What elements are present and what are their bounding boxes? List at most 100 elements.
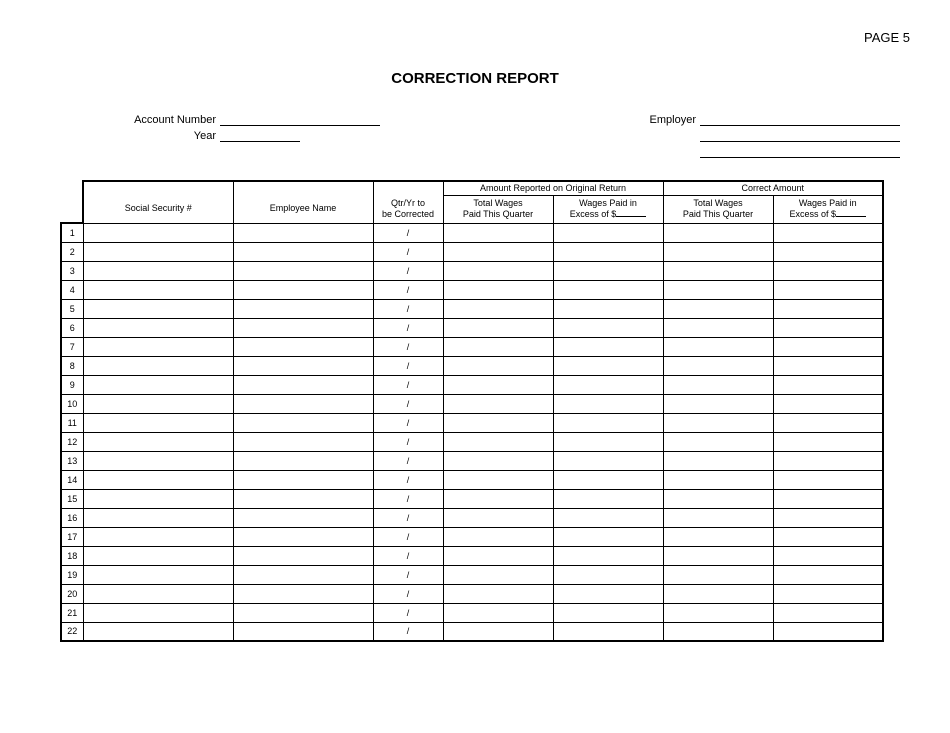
cell-ssn[interactable] xyxy=(83,470,233,489)
cell-correct-tw[interactable] xyxy=(663,394,773,413)
cell-qtr[interactable]: / xyxy=(373,261,443,280)
cell-ssn[interactable] xyxy=(83,546,233,565)
cell-qtr[interactable]: / xyxy=(373,565,443,584)
cell-reported-tw[interactable] xyxy=(443,280,553,299)
cell-correct-tw[interactable] xyxy=(663,223,773,242)
cell-reported-tw[interactable] xyxy=(443,242,553,261)
cell-name[interactable] xyxy=(233,261,373,280)
cell-qtr[interactable]: / xyxy=(373,413,443,432)
cell-ssn[interactable] xyxy=(83,356,233,375)
cell-correct-wp[interactable] xyxy=(773,242,883,261)
cell-reported-tw[interactable] xyxy=(443,261,553,280)
cell-correct-tw[interactable] xyxy=(663,356,773,375)
cell-correct-wp[interactable] xyxy=(773,546,883,565)
cell-qtr[interactable]: / xyxy=(373,223,443,242)
cell-reported-tw[interactable] xyxy=(443,318,553,337)
cell-ssn[interactable] xyxy=(83,394,233,413)
cell-ssn[interactable] xyxy=(83,413,233,432)
cell-reported-tw[interactable] xyxy=(443,527,553,546)
cell-qtr[interactable]: / xyxy=(373,375,443,394)
cell-name[interactable] xyxy=(233,565,373,584)
cell-ssn[interactable] xyxy=(83,622,233,641)
cell-correct-wp[interactable] xyxy=(773,394,883,413)
cell-ssn[interactable] xyxy=(83,489,233,508)
cell-reported-wp[interactable] xyxy=(553,280,663,299)
cell-qtr[interactable]: / xyxy=(373,299,443,318)
cell-reported-wp[interactable] xyxy=(553,470,663,489)
cell-name[interactable] xyxy=(233,432,373,451)
cell-qtr[interactable]: / xyxy=(373,280,443,299)
cell-reported-tw[interactable] xyxy=(443,451,553,470)
cell-reported-tw[interactable] xyxy=(443,489,553,508)
cell-qtr[interactable]: / xyxy=(373,546,443,565)
cell-ssn[interactable] xyxy=(83,299,233,318)
cell-ssn[interactable] xyxy=(83,223,233,242)
cell-reported-wp[interactable] xyxy=(553,584,663,603)
cell-correct-tw[interactable] xyxy=(663,413,773,432)
cell-reported-wp[interactable] xyxy=(553,546,663,565)
cell-ssn[interactable] xyxy=(83,280,233,299)
cell-name[interactable] xyxy=(233,451,373,470)
cell-correct-wp[interactable] xyxy=(773,375,883,394)
cell-correct-tw[interactable] xyxy=(663,584,773,603)
cell-name[interactable] xyxy=(233,527,373,546)
cell-name[interactable] xyxy=(233,489,373,508)
cell-qtr[interactable]: / xyxy=(373,527,443,546)
cell-correct-tw[interactable] xyxy=(663,337,773,356)
cell-reported-wp[interactable] xyxy=(553,261,663,280)
cell-ssn[interactable] xyxy=(83,527,233,546)
cell-ssn[interactable] xyxy=(83,375,233,394)
cell-correct-wp[interactable] xyxy=(773,470,883,489)
cell-correct-wp[interactable] xyxy=(773,508,883,527)
cell-name[interactable] xyxy=(233,375,373,394)
cell-name[interactable] xyxy=(233,413,373,432)
cell-qtr[interactable]: / xyxy=(373,337,443,356)
cell-ssn[interactable] xyxy=(83,603,233,622)
cell-correct-wp[interactable] xyxy=(773,337,883,356)
cell-correct-tw[interactable] xyxy=(663,622,773,641)
cell-reported-tw[interactable] xyxy=(443,299,553,318)
cell-correct-wp[interactable] xyxy=(773,432,883,451)
cell-reported-wp[interactable] xyxy=(553,356,663,375)
cell-qtr[interactable]: / xyxy=(373,622,443,641)
cell-qtr[interactable]: / xyxy=(373,470,443,489)
cell-name[interactable] xyxy=(233,508,373,527)
cell-name[interactable] xyxy=(233,356,373,375)
cell-qtr[interactable]: / xyxy=(373,318,443,337)
cell-correct-tw[interactable] xyxy=(663,508,773,527)
cell-reported-tw[interactable] xyxy=(443,508,553,527)
cell-reported-tw[interactable] xyxy=(443,470,553,489)
cell-correct-wp[interactable] xyxy=(773,413,883,432)
cell-qtr[interactable]: / xyxy=(373,603,443,622)
cell-correct-tw[interactable] xyxy=(663,261,773,280)
cell-name[interactable] xyxy=(233,394,373,413)
cell-ssn[interactable] xyxy=(83,584,233,603)
cell-reported-wp[interactable] xyxy=(553,337,663,356)
cell-reported-wp[interactable] xyxy=(553,565,663,584)
cell-name[interactable] xyxy=(233,337,373,356)
cell-ssn[interactable] xyxy=(83,242,233,261)
cell-reported-wp[interactable] xyxy=(553,508,663,527)
cell-qtr[interactable]: / xyxy=(373,242,443,261)
cell-correct-tw[interactable] xyxy=(663,546,773,565)
cell-ssn[interactable] xyxy=(83,318,233,337)
cell-correct-tw[interactable] xyxy=(663,432,773,451)
cell-correct-wp[interactable] xyxy=(773,299,883,318)
cell-reported-wp[interactable] xyxy=(553,451,663,470)
cell-ssn[interactable] xyxy=(83,565,233,584)
cell-name[interactable] xyxy=(233,584,373,603)
cell-name[interactable] xyxy=(233,299,373,318)
cell-name[interactable] xyxy=(233,470,373,489)
cell-reported-tw[interactable] xyxy=(443,432,553,451)
cell-reported-tw[interactable] xyxy=(443,375,553,394)
cell-ssn[interactable] xyxy=(83,508,233,527)
cell-correct-tw[interactable] xyxy=(663,318,773,337)
account-number-input-line[interactable] xyxy=(220,112,380,126)
cell-correct-tw[interactable] xyxy=(663,280,773,299)
cell-name[interactable] xyxy=(233,318,373,337)
cell-correct-tw[interactable] xyxy=(663,527,773,546)
cell-ssn[interactable] xyxy=(83,261,233,280)
cell-reported-tw[interactable] xyxy=(443,413,553,432)
cell-reported-tw[interactable] xyxy=(443,603,553,622)
cell-correct-tw[interactable] xyxy=(663,242,773,261)
